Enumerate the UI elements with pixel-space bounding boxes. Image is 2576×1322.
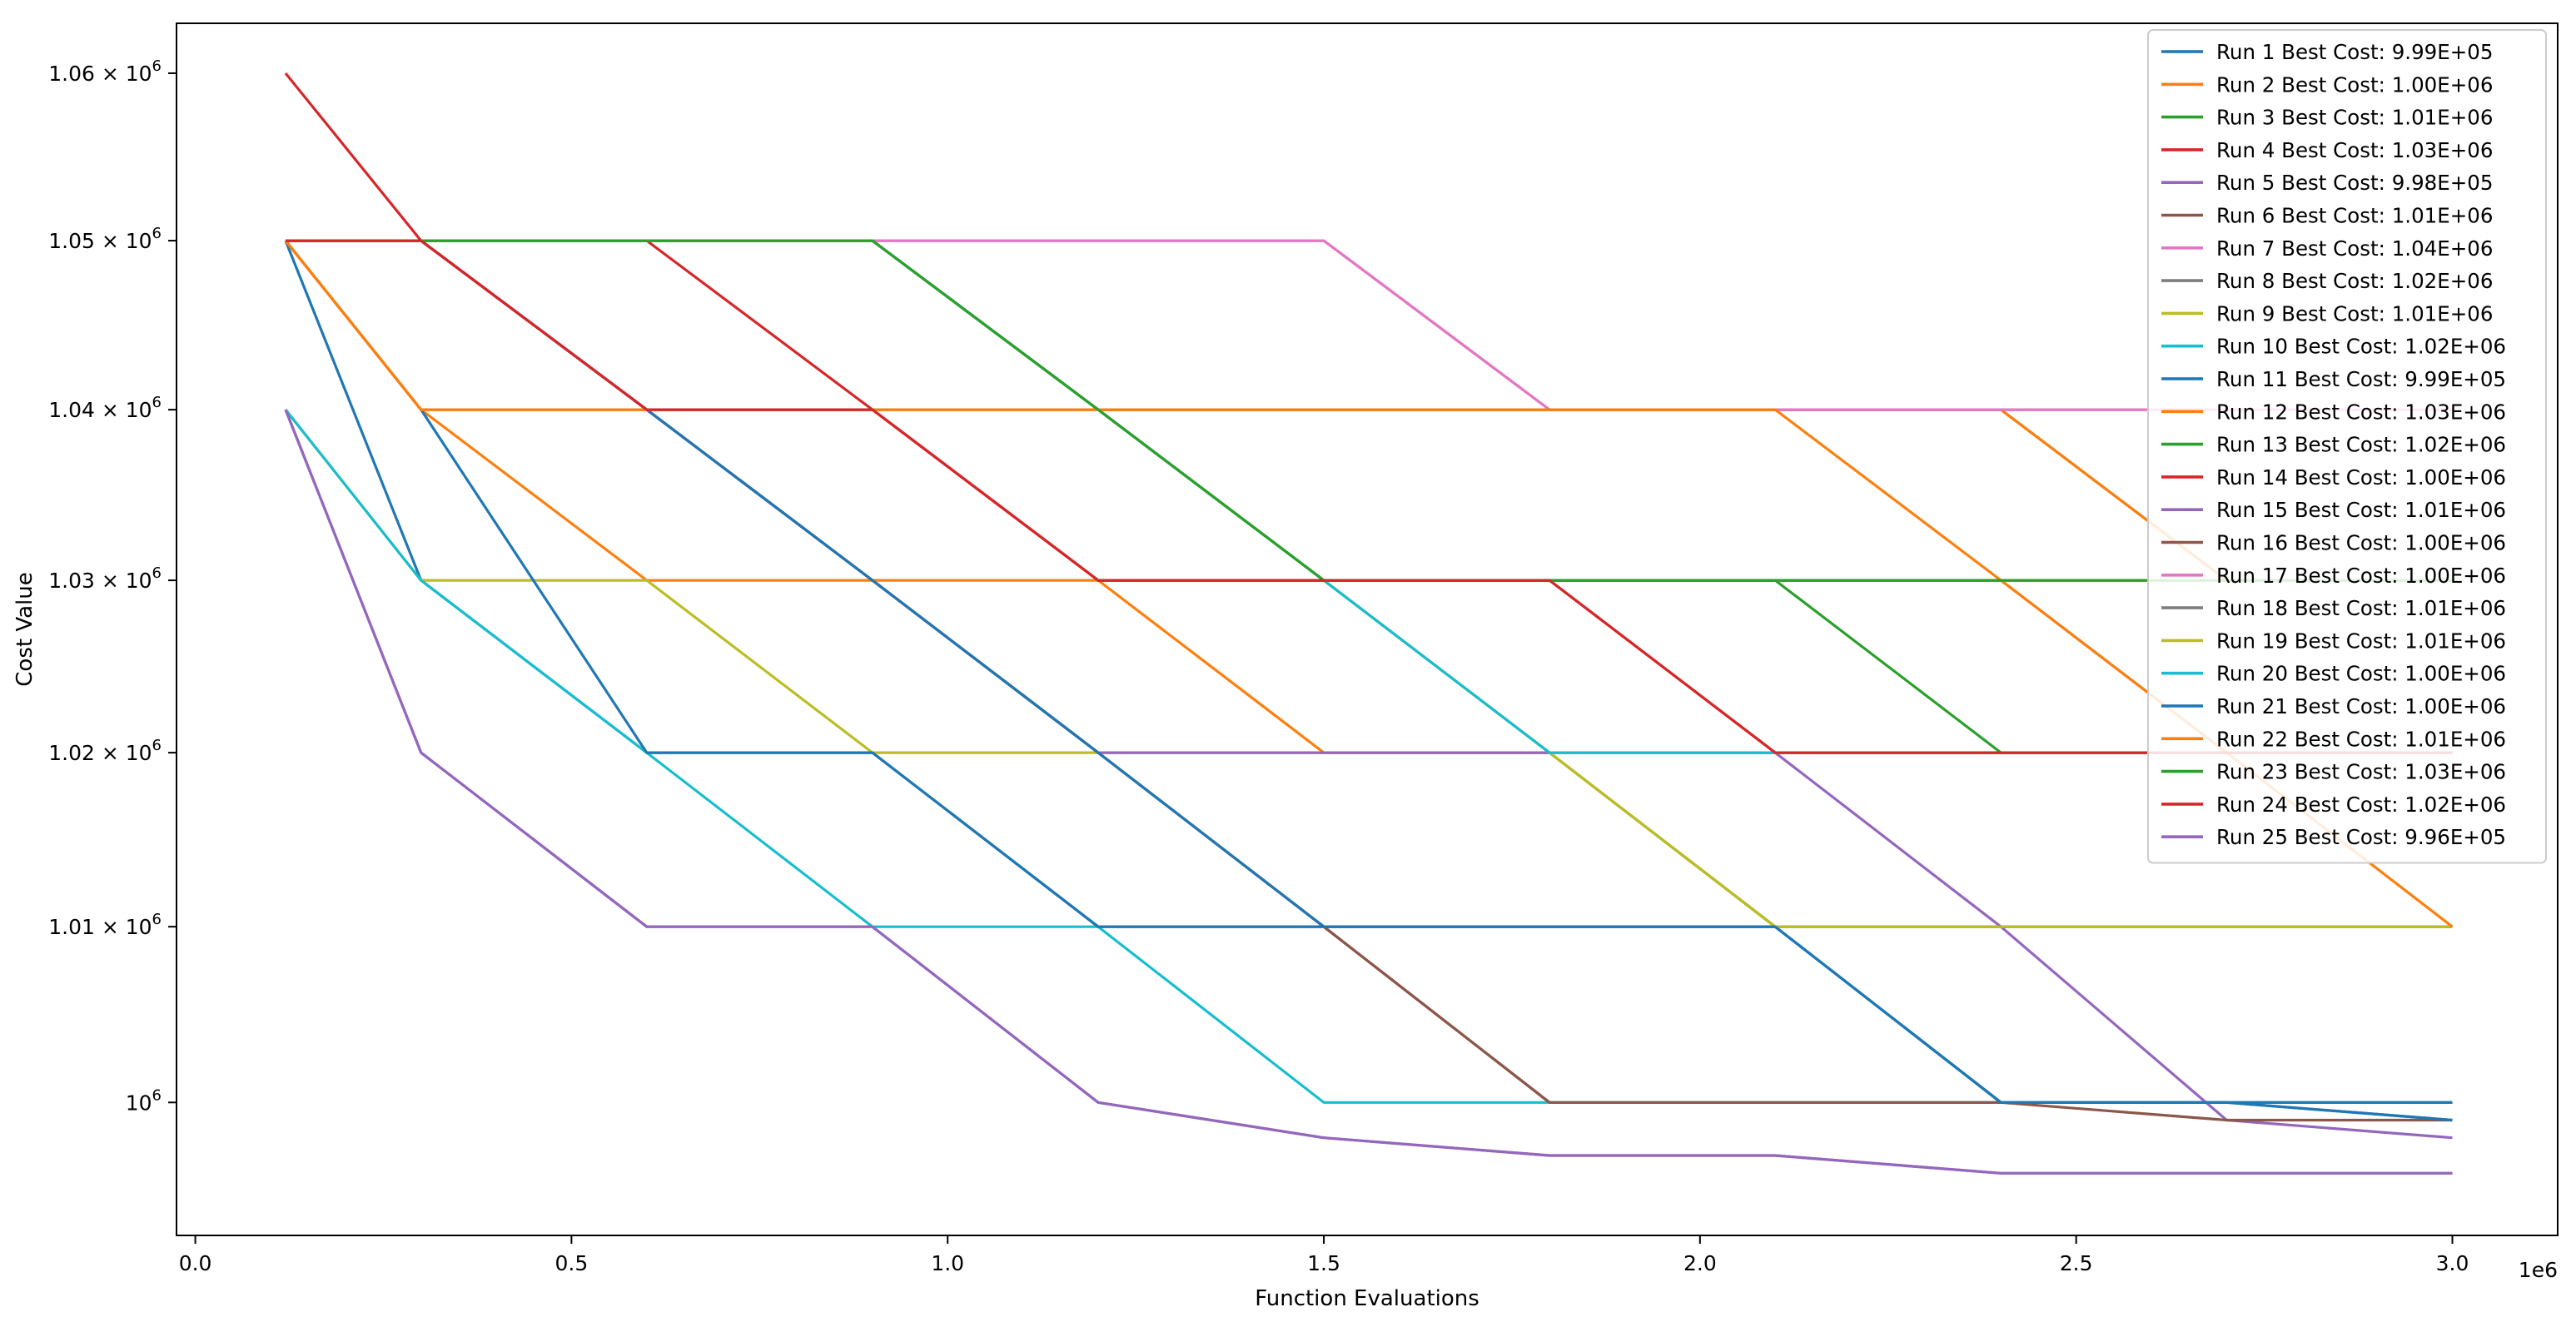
x-tick-label: 3.0 xyxy=(2436,1251,2469,1275)
legend: Run 1 Best Cost: 9.99E+05 Run 2 Best Cost… xyxy=(2147,29,2547,864)
x-axis-offset-label: 1e6 xyxy=(2519,1258,2558,1282)
legend-entry-label: Run 13 Best Cost: 1.02E+06 xyxy=(2216,433,2506,457)
x-axis-ticks: 0.0 0.5 1.0 1.5 2.0 2.5 3.0 xyxy=(179,1235,2469,1275)
legend-entry-label: Run 10 Best Cost: 1.02E+06 xyxy=(2216,335,2506,359)
x-tick-label: 1.0 xyxy=(931,1251,964,1275)
y-tick-label: 1.06 × 106 xyxy=(48,57,162,86)
y-tick-label: 1.03 × 106 xyxy=(48,564,162,593)
legend-entry-label: Run 5 Best Cost: 9.98E+05 xyxy=(2216,171,2493,195)
y-tick-label: 1.05 × 106 xyxy=(48,225,162,253)
x-tick-label: 0.5 xyxy=(555,1251,589,1275)
y-axis-label: Cost Value xyxy=(12,572,37,686)
x-tick-label: 1.5 xyxy=(1307,1251,1340,1275)
legend-entry-label: Run 9 Best Cost: 1.01E+06 xyxy=(2216,301,2493,326)
legend-entry-label: Run 21 Best Cost: 1.00E+06 xyxy=(2216,694,2506,718)
legend-entry-label: Run 6 Best Cost: 1.01E+06 xyxy=(2216,204,2493,228)
legend-entry-label: Run 24 Best Cost: 1.02E+06 xyxy=(2216,793,2506,817)
legend-frame xyxy=(2147,29,2547,864)
legend-entry-label: Run 19 Best Cost: 1.01E+06 xyxy=(2216,629,2506,653)
legend-entry-label: Run 16 Best Cost: 1.00E+06 xyxy=(2216,531,2506,555)
legend-entry-label: Run 14 Best Cost: 1.00E+06 xyxy=(2216,465,2506,490)
legend-entry-label: Run 23 Best Cost: 1.03E+06 xyxy=(2216,760,2506,784)
legend-entry-label: Run 4 Best Cost: 1.03E+06 xyxy=(2216,138,2493,162)
y-tick-label: 1.01 × 106 xyxy=(48,911,162,939)
series-line-run-22 xyxy=(284,240,2454,928)
legend-entry-label: Run 7 Best Cost: 1.04E+06 xyxy=(2216,236,2493,261)
legend-entry-label: Run 1 Best Cost: 9.99E+05 xyxy=(2216,40,2493,64)
legend-entry-label: Run 3 Best Cost: 1.01E+06 xyxy=(2216,106,2493,130)
series-layer xyxy=(284,72,2454,1175)
x-tick-label: 2.5 xyxy=(2060,1251,2093,1275)
legend-entry-label: Run 12 Best Cost: 1.03E+06 xyxy=(2216,400,2506,424)
y-tick-label: 1.02 × 106 xyxy=(48,737,162,765)
series-line-run-25 xyxy=(284,409,2453,1175)
legend-entry-label: Run 2 Best Cost: 1.00E+06 xyxy=(2216,72,2493,97)
series-line-run-24 xyxy=(286,239,2453,754)
y-axis-ticks: 106 1.01 × 106 1.02 × 106 1.03 × 106 1.04 × … xyxy=(48,57,177,1115)
legend-entry-label: Run 22 Best Cost: 1.01E+06 xyxy=(2216,727,2506,751)
plot-frame xyxy=(176,22,2559,1236)
legend-entry-label: Run 18 Best Cost: 1.01E+06 xyxy=(2216,596,2506,620)
legend-entry-label: Run 15 Best Cost: 1.01E+06 xyxy=(2216,498,2506,522)
x-axis-label: Function Evaluations xyxy=(1255,1286,1479,1311)
legend-entry-label: Run 25 Best Cost: 9.96E+05 xyxy=(2216,825,2506,849)
legend-entry-label: Run 11 Best Cost: 9.99E+05 xyxy=(2216,367,2506,391)
x-tick-label: 2.0 xyxy=(1683,1251,1717,1275)
y-tick-label: 106 xyxy=(126,1086,162,1115)
legend-entry-label: Run 8 Best Cost: 1.02E+06 xyxy=(2216,269,2493,293)
y-tick-label: 1.04 × 106 xyxy=(48,394,162,422)
x-tick-label: 0.0 xyxy=(179,1251,212,1275)
legend-entry-label: Run 20 Best Cost: 1.00E+06 xyxy=(2216,662,2506,686)
legend-entry-label: Run 17 Best Cost: 1.00E+06 xyxy=(2216,564,2506,588)
